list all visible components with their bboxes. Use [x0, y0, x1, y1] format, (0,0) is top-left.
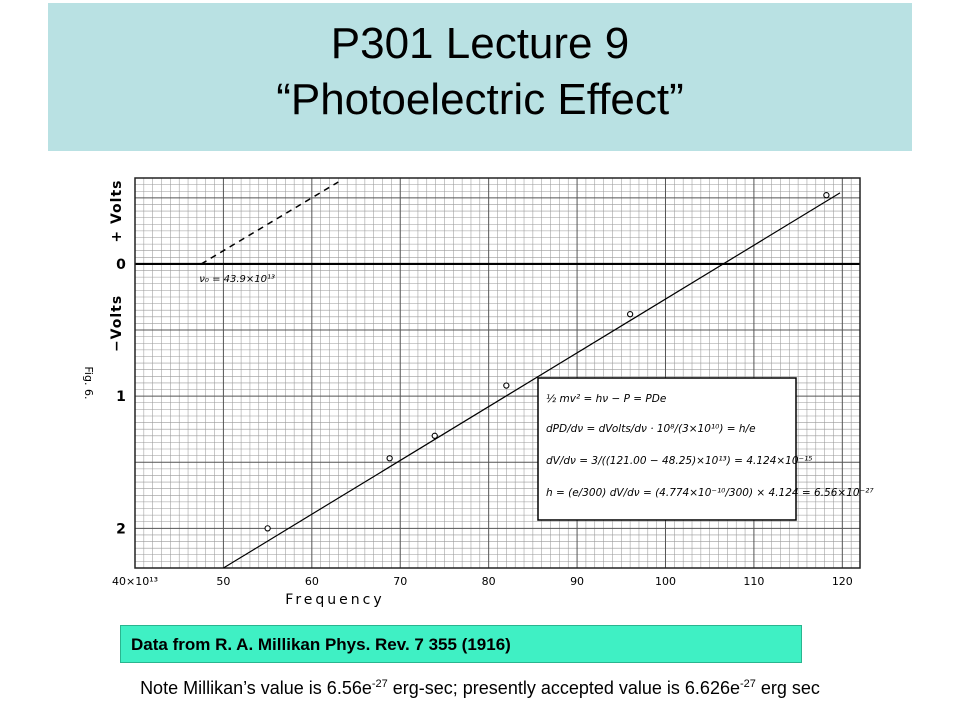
- equation-box: ½ mv² = hν − P = PDe dPD/dν = dVolts/dν …: [537, 377, 874, 521]
- fit-line: [223, 192, 841, 569]
- plot-frame: [134, 177, 861, 569]
- figure-label: Fig. 6.: [82, 366, 95, 399]
- note-part3: erg sec: [755, 678, 820, 698]
- data-point: [823, 192, 830, 199]
- y-tick-label: 0: [116, 257, 126, 273]
- equation-line-4: h = (e/300) dV/dν = (4.774×10⁻¹⁰/300) × …: [546, 487, 874, 499]
- title-banner: P301 Lecture 9 “Photoelectric Effect”: [48, 3, 912, 151]
- x-tick-label: 50: [216, 575, 230, 588]
- x-tick-label: 70: [393, 575, 407, 588]
- threshold-dashed-line: [200, 181, 339, 265]
- y-tick-label: 2: [116, 521, 126, 537]
- equation-line-3: dV/dν = 3/((121.00 − 48.25)×10¹³) = 4.12…: [546, 455, 813, 467]
- y-axis-label-negative: −Volts: [109, 295, 125, 352]
- millikan-chart: ν₀ = 43.9×10¹³ 40×10¹³ 50 60 70 80 90 100 110 12…: [60, 160, 900, 610]
- note-exponent-2: -27: [739, 678, 756, 690]
- y-tick-label: 1: [116, 389, 126, 405]
- x-tick-label: 60: [305, 575, 319, 588]
- x-tick-labels: 40×10¹³ 50 60 70 80 90 100 110 120: [112, 575, 853, 588]
- footnote: Note Millikan’s value is 6.56e-27 erg-se…: [0, 678, 960, 699]
- note-part2: erg-sec; presently accepted value is 6.6…: [387, 678, 740, 698]
- data-point: [431, 432, 438, 439]
- equation-line-2: dPD/dν = dVolts/dν · 10⁸/(3×10¹⁰) = h/e: [546, 423, 756, 435]
- note-part1: Note Millikan’s value is 6.56e: [140, 678, 372, 698]
- data-point: [503, 382, 510, 389]
- x-axis-label: Frequency: [285, 592, 384, 608]
- data-point: [626, 311, 634, 318]
- note-exponent-1: -27: [371, 678, 388, 690]
- y-axis-label-positive: + Volts: [109, 179, 125, 242]
- threshold-label: ν₀ = 43.9×10¹³: [199, 274, 275, 285]
- equation-line-1: ½ mv² = hν − P = PDe: [546, 393, 666, 405]
- x-tick-label: 40×10¹³: [112, 575, 158, 588]
- source-box: Data from R. A. Millikan Phys. Rev. 7 35…: [120, 625, 802, 663]
- x-tick-label: 80: [482, 575, 496, 588]
- data-points: [264, 192, 830, 532]
- data-point: [264, 525, 271, 532]
- slide-title: P301 Lecture 9: [330, 19, 630, 68]
- data-point: [386, 455, 393, 462]
- x-tick-label: 110: [743, 575, 764, 588]
- slide-subtitle: “Photoelectric Effect”: [276, 75, 684, 124]
- x-tick-label: 100: [655, 575, 676, 588]
- x-tick-label: 120: [832, 575, 853, 588]
- x-tick-label: 90: [570, 575, 584, 588]
- y-tick-labels: 0 1 2: [116, 257, 126, 537]
- source-text: Data from R. A. Millikan Phys. Rev. 7 35…: [131, 635, 511, 654]
